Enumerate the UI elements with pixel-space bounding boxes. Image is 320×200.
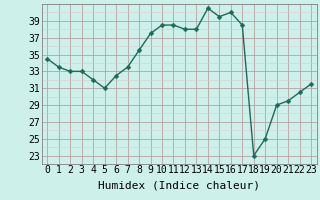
X-axis label: Humidex (Indice chaleur): Humidex (Indice chaleur) bbox=[98, 181, 260, 191]
